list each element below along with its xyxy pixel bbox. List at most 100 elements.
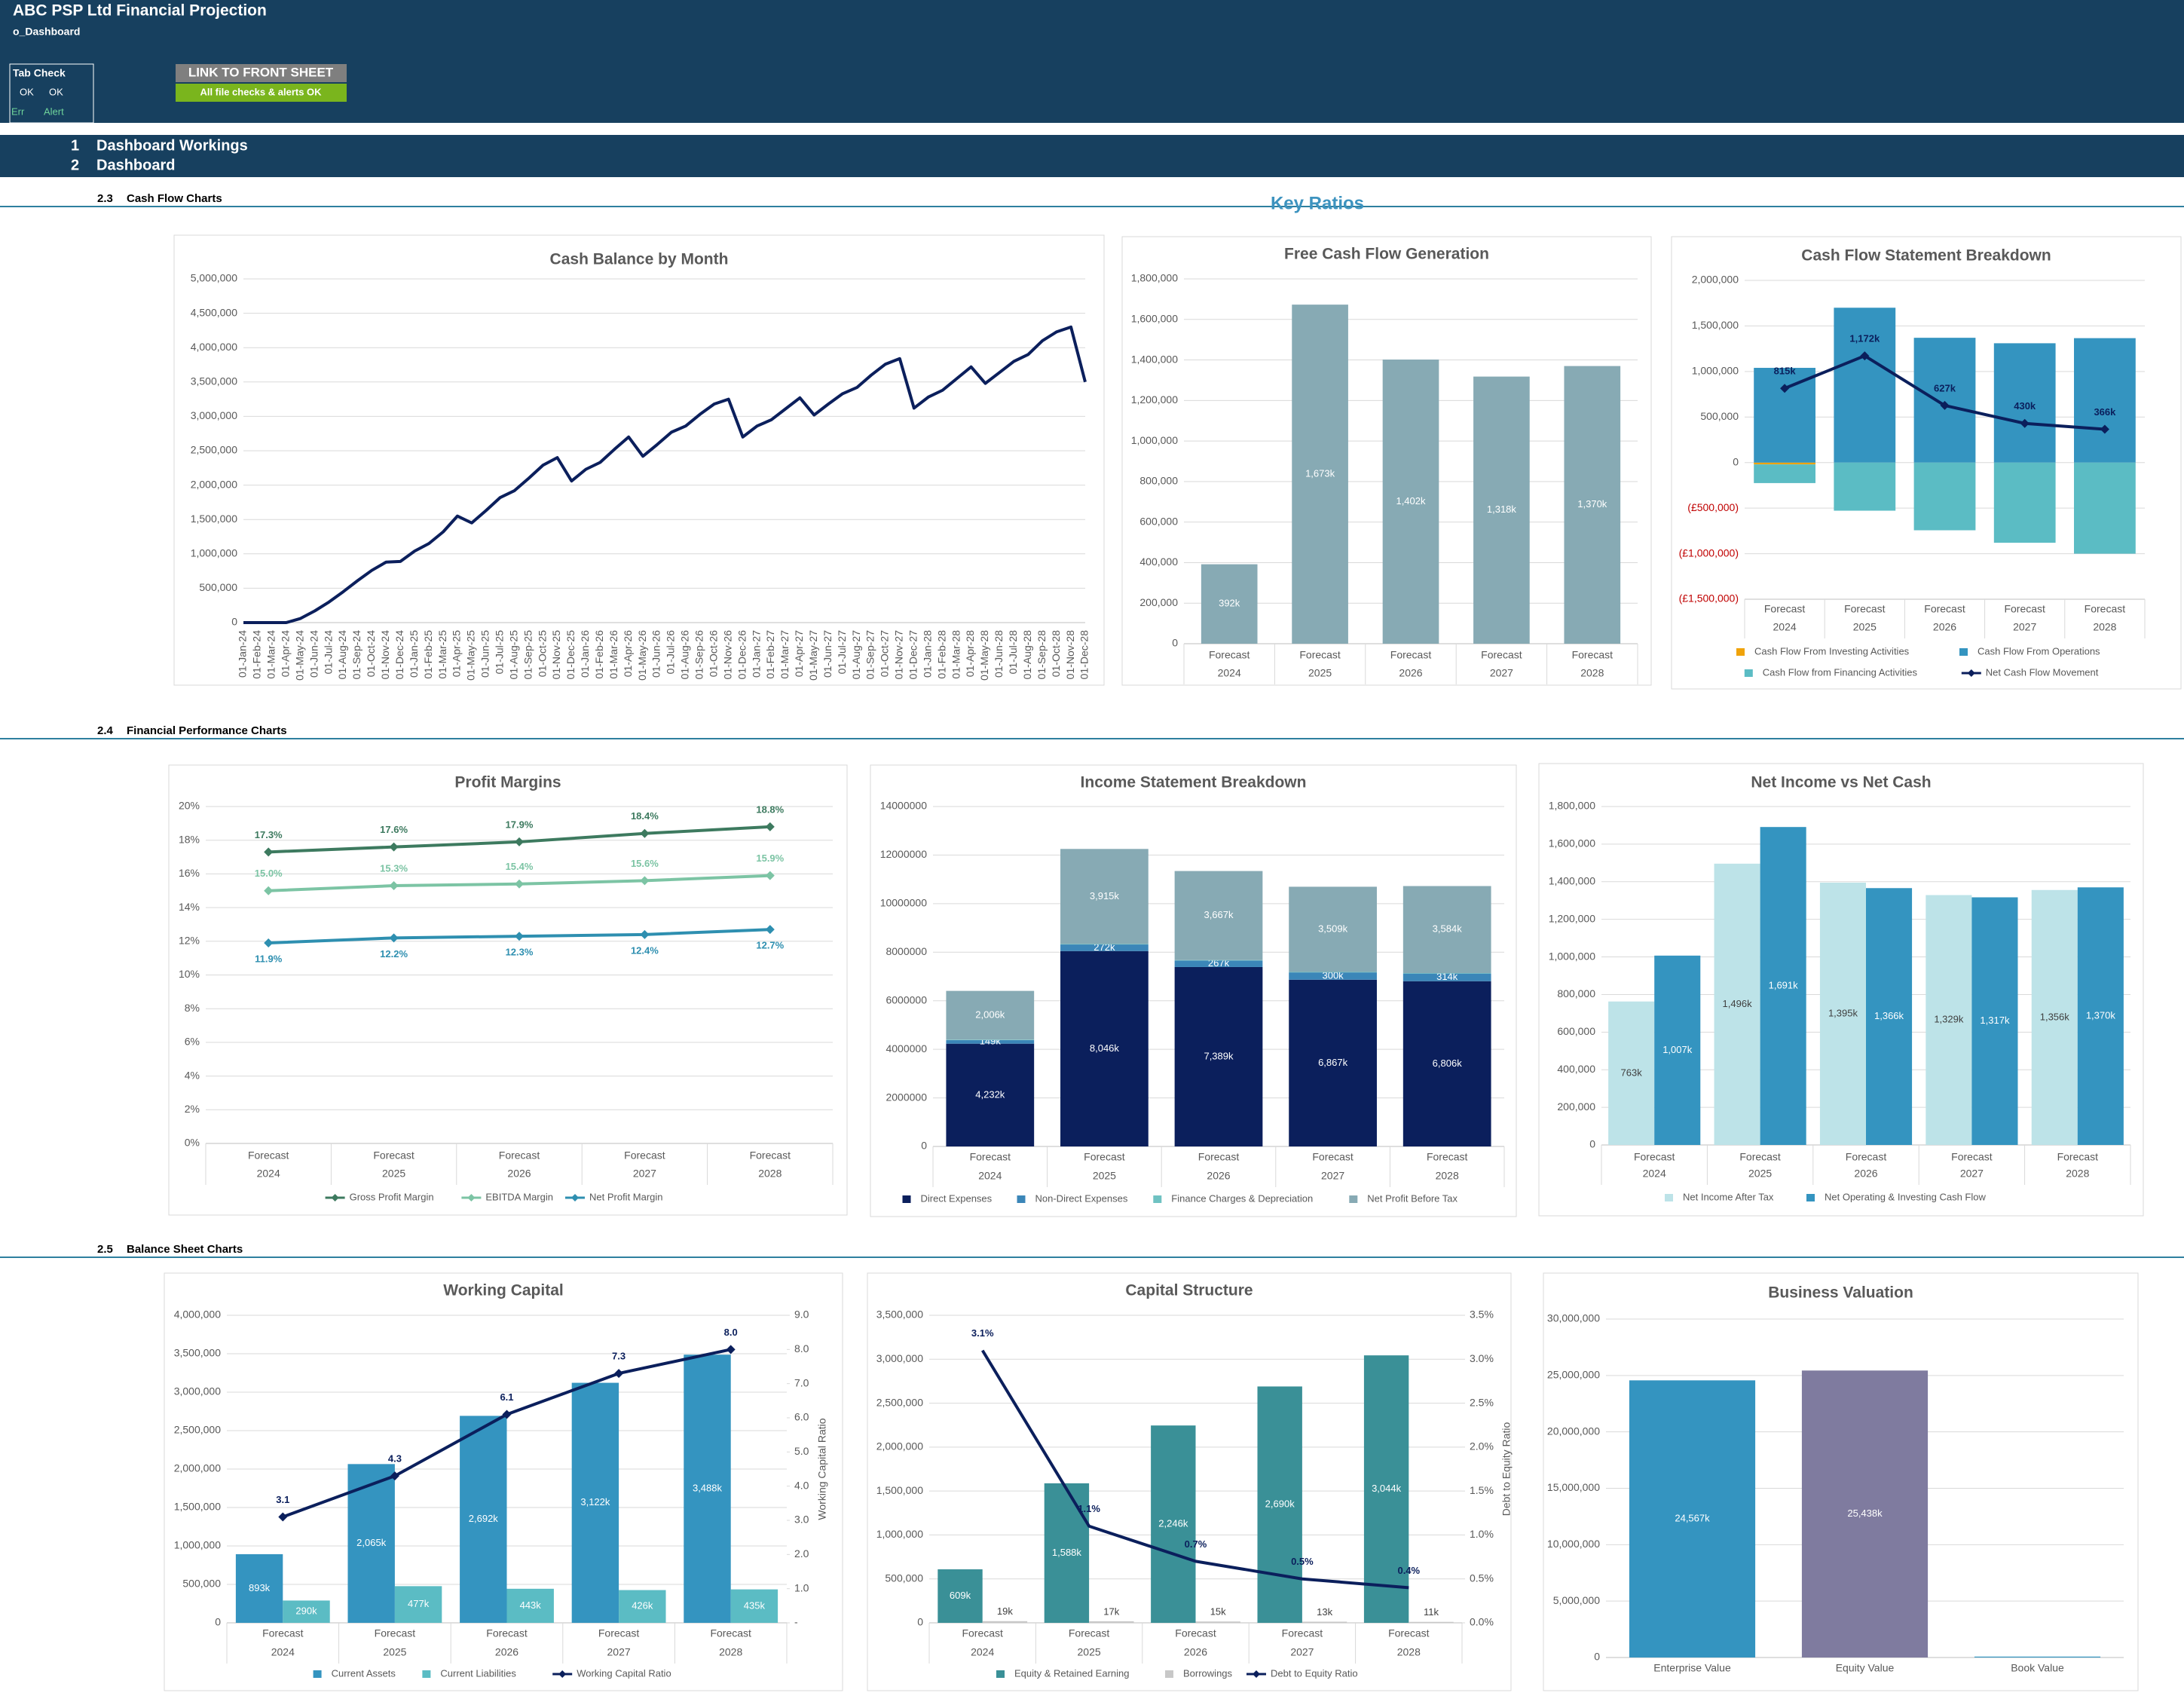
line-value-label: 430k — [2014, 400, 2036, 412]
x-tick-label-year: 2026 — [1933, 621, 1956, 633]
line-value-label: 366k — [2094, 406, 2116, 418]
bar — [1195, 1621, 1240, 1623]
x-tick-label: Forecast — [1924, 603, 1965, 615]
y-tick-label: 18% — [179, 833, 200, 845]
x-tick-label: Forecast — [2085, 603, 2126, 615]
x-tick-label: Book Value — [2011, 1662, 2064, 1674]
bar — [1174, 871, 1263, 960]
y-tick-label: 2,000,000 — [191, 478, 237, 490]
y2-tick-label: 9.0 — [794, 1309, 809, 1321]
bar — [2031, 889, 2078, 1145]
y-tick-label: 600,000 — [1139, 515, 1178, 527]
x-tick-label: Forecast — [962, 1627, 1003, 1639]
bar — [1289, 979, 1377, 1146]
line-value-label: 17.6% — [380, 824, 408, 835]
x-tick-label: 01-Sep-27 — [864, 630, 876, 680]
line-marker — [264, 938, 274, 948]
x-tick-label: 01-Jun-24 — [307, 630, 320, 678]
y-tick-label: 0 — [1733, 455, 1739, 467]
bar — [235, 1553, 283, 1623]
line-value-label: 12.4% — [631, 944, 659, 956]
legend-swatch — [1153, 1195, 1162, 1203]
bar — [2077, 887, 2124, 1145]
legend-swatch — [558, 1670, 567, 1678]
chart-title: Capital Structure — [1125, 1282, 1253, 1299]
link-button-label[interactable]: LINK TO FRONT SHEET — [188, 65, 334, 79]
legend-label: Debt to Equity Ratio — [1271, 1667, 1358, 1679]
line-value-label: 4.3 — [388, 1453, 402, 1465]
legend-swatch — [422, 1670, 431, 1678]
section-band — [0, 135, 2184, 177]
bar — [1060, 950, 1149, 1146]
y-tick-label: 1,500,000 — [174, 1501, 221, 1513]
line-marker — [278, 1512, 288, 1522]
x-tick-label-year: 2025 — [1748, 1168, 1772, 1180]
bar-value-label: 1,370k — [2086, 1010, 2116, 1021]
y-tick-label: 20% — [179, 800, 200, 812]
bar — [1402, 886, 1491, 973]
x-tick-label: 01-Aug-27 — [850, 630, 862, 680]
bar-value-label: 609k — [950, 1590, 971, 1601]
x-tick-label: 01-Jan-24 — [237, 630, 249, 678]
x-tick-label: 01-Sep-26 — [693, 630, 705, 680]
y-tick-label: 1,500,000 — [191, 513, 237, 525]
y-tick-label: 1,000,000 — [1131, 434, 1178, 446]
legend-label: Cash Flow From Investing Activities — [1754, 645, 1910, 657]
bar — [1971, 897, 2018, 1145]
x-tick-label: 01-Sep-25 — [522, 630, 534, 680]
link-button[interactable]: LINK TO FRONT SHEET — [176, 64, 347, 82]
y-tick-label: 2,000,000 — [1692, 274, 1739, 286]
x-tick-label: 01-Feb-28 — [935, 630, 947, 679]
bar-value-label: 8,046k — [1090, 1042, 1120, 1054]
x-tick-label: 01-Aug-28 — [1021, 630, 1033, 680]
x-tick-label-year: 2025 — [1853, 621, 1877, 633]
y-tick-label: 800,000 — [1557, 987, 1595, 999]
x-tick-label-year: 2028 — [1580, 667, 1604, 679]
legend-swatch — [467, 1194, 476, 1201]
bar — [1629, 1380, 1756, 1657]
subsection-number: 2.4 — [97, 724, 114, 737]
y-tick-label: 12% — [179, 935, 200, 947]
x-tick-label: 01-May-28 — [978, 630, 990, 681]
x-tick-label: Forecast — [499, 1149, 540, 1162]
link-button-bg[interactable] — [176, 64, 347, 82]
line-value-label: 17.3% — [255, 829, 283, 840]
legend-label: Net Operating & Investing Cash Flow — [1825, 1191, 1986, 1202]
x-tick-label: 01-Jan-27 — [750, 630, 762, 678]
bar — [982, 1621, 1028, 1623]
bar-value-label: 1,317k — [1980, 1015, 2010, 1026]
legend-label: Cash Flow from Financing Activities — [1763, 666, 1918, 678]
y2-tick-label: 4.0 — [794, 1479, 809, 1491]
legend-label: Finance Charges & Depreciation — [1171, 1192, 1313, 1204]
x-tick-label-year: 2028 — [1397, 1646, 1421, 1658]
line-value-label: 0.7% — [1185, 1538, 1207, 1550]
y-tick-label: 500,000 — [182, 1578, 221, 1590]
line-value-label: 8.0 — [724, 1327, 738, 1338]
y-tick-label: 500,000 — [885, 1572, 923, 1584]
x-tick-label: Forecast — [1846, 1151, 1887, 1163]
line-marker — [389, 842, 399, 852]
bar-value-label: 314k — [1436, 971, 1458, 982]
y-tick-label: 2,000,000 — [174, 1462, 221, 1474]
tab-check-column: Err — [11, 106, 25, 117]
x-tick-label: Forecast — [598, 1627, 640, 1639]
line-value-label: 12.3% — [506, 947, 534, 958]
bar-value-label: 13k — [1317, 1606, 1332, 1618]
line-marker — [765, 871, 775, 880]
line-value-label: 1,172k — [1849, 333, 1880, 344]
y-tick-label: 500,000 — [1700, 410, 1739, 422]
x-tick-label: Forecast — [1764, 603, 1806, 615]
x-tick-label: 01-Feb-27 — [764, 630, 776, 679]
bar — [1819, 883, 1866, 1145]
y-tick-label: 4,000,000 — [174, 1309, 221, 1321]
x-tick-label: Forecast — [2004, 603, 2045, 615]
status-bar — [176, 84, 347, 102]
bar-value-label: 3,044k — [1372, 1483, 1402, 1494]
line-value-label: 15.6% — [631, 858, 659, 869]
legend-swatch — [1253, 1670, 1260, 1678]
y2-tick-label: 3.0% — [1470, 1352, 1494, 1364]
line-value-label: 1.1% — [1078, 1503, 1100, 1514]
y2-tick-label: 8.0 — [794, 1342, 809, 1354]
y-tick-label: 1,000,000 — [174, 1539, 221, 1551]
